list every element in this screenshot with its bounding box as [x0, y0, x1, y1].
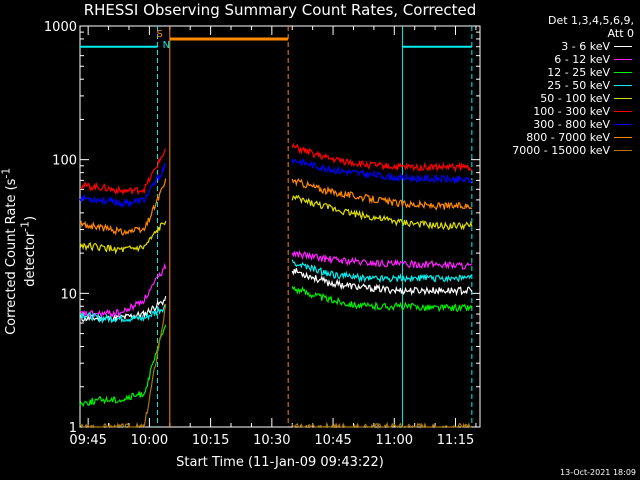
legend-entry: 300 - 800 keV — [476, 118, 636, 131]
saa-marker: S — [157, 29, 163, 40]
y-tick-label: 100 — [52, 154, 77, 169]
legend-swatch — [614, 46, 632, 47]
legend-entry: 6 - 12 keV — [476, 53, 636, 66]
series-line-after — [291, 421, 473, 429]
series-line-after — [291, 157, 473, 185]
y-axis-label: Corrected Count Rate (s-1 detector-1) — [0, 136, 38, 366]
legend-swatch — [614, 98, 632, 99]
legend-entry: 25 - 50 keV — [476, 79, 636, 92]
legend: Det 1,3,4,5,6,9, Att 0 3 - 6 keV 6 - 12 k… — [476, 14, 636, 157]
legend-label: 7000 - 15000 keV — [512, 144, 610, 157]
x-tick-label: 10:15 — [192, 433, 229, 448]
series-line-before — [79, 303, 167, 324]
y-axis-label-end: ) — [23, 215, 39, 222]
series-line-after — [291, 267, 473, 297]
series-line-before — [79, 148, 167, 196]
series-line-after — [291, 142, 472, 173]
series-line-before — [79, 303, 167, 429]
legend-entry: 50 - 100 keV — [476, 92, 636, 105]
legend-label: 300 - 800 keV — [533, 118, 610, 131]
series-line-before — [79, 163, 167, 209]
x-tick-label: 10:00 — [131, 433, 168, 448]
y-axis-label-start: Corrected Count Rate (s — [4, 178, 19, 335]
legend-swatch — [614, 137, 632, 138]
y-axis-label-mid: detector — [23, 231, 39, 287]
series-line-after — [291, 194, 473, 231]
legend-label: 25 - 50 keV — [547, 79, 610, 92]
y-axis-label-sup1: -1 — [0, 167, 13, 179]
legend-swatch — [614, 124, 632, 125]
x-tick-label: 09:45 — [69, 433, 106, 448]
series-line-before — [79, 295, 167, 324]
legend-swatch — [614, 72, 632, 73]
legend-label: 800 - 7000 keV — [526, 131, 610, 144]
legend-entry: 100 - 300 keV — [476, 105, 636, 118]
legend-entry: 7000 - 15000 keV — [476, 144, 636, 157]
series-line-after — [291, 178, 473, 211]
legend-detectors: Det 1,3,4,5,6,9, — [547, 14, 634, 27]
legend-swatch — [614, 111, 632, 112]
chart-title: RHESSI Observing Summary Count Rates, Co… — [83, 1, 477, 19]
x-tick-label: 11:15 — [437, 433, 474, 448]
legend-swatch — [614, 150, 632, 151]
y-tick-label: 10 — [60, 287, 77, 302]
legend-entry: 12 - 25 keV — [476, 66, 636, 79]
legend-entry: 800 - 7000 keV — [476, 131, 636, 144]
series-line-before — [79, 262, 167, 318]
legend-label: 3 - 6 keV — [561, 40, 610, 53]
legend-entry: 3 - 6 keV — [476, 40, 636, 53]
legend-attenuator: Att 0 — [607, 27, 634, 40]
legend-label: 50 - 100 keV — [540, 92, 610, 105]
y-axis-label-sup2: -1 — [19, 221, 32, 232]
series-line-before — [79, 178, 167, 237]
night-marker: N — [163, 40, 170, 51]
legend-label: 6 - 12 keV — [554, 53, 610, 66]
legend-label: 100 - 300 keV — [533, 105, 610, 118]
legend-swatch — [614, 59, 632, 60]
y-tick-label: 1 — [69, 421, 77, 436]
footer-date: 13-Oct-2021 18:09 — [560, 468, 636, 477]
legend-label: 12 - 25 keV — [547, 66, 610, 79]
plot-frame — [79, 25, 481, 428]
legend-swatch — [614, 85, 632, 86]
series-line-after — [291, 285, 473, 313]
series-line-after — [291, 259, 473, 284]
x-tick-label: 10:30 — [253, 433, 290, 448]
series-line-before — [79, 324, 167, 408]
x-axis-label: Start Time (11-Jan-09 09:43:22) — [176, 455, 384, 470]
series-line-before — [79, 220, 167, 255]
series-line-after — [291, 249, 473, 270]
x-tick-label: 11:00 — [376, 433, 413, 448]
y-tick-label: 1000 — [44, 20, 77, 35]
x-tick-label: 10:45 — [314, 433, 351, 448]
